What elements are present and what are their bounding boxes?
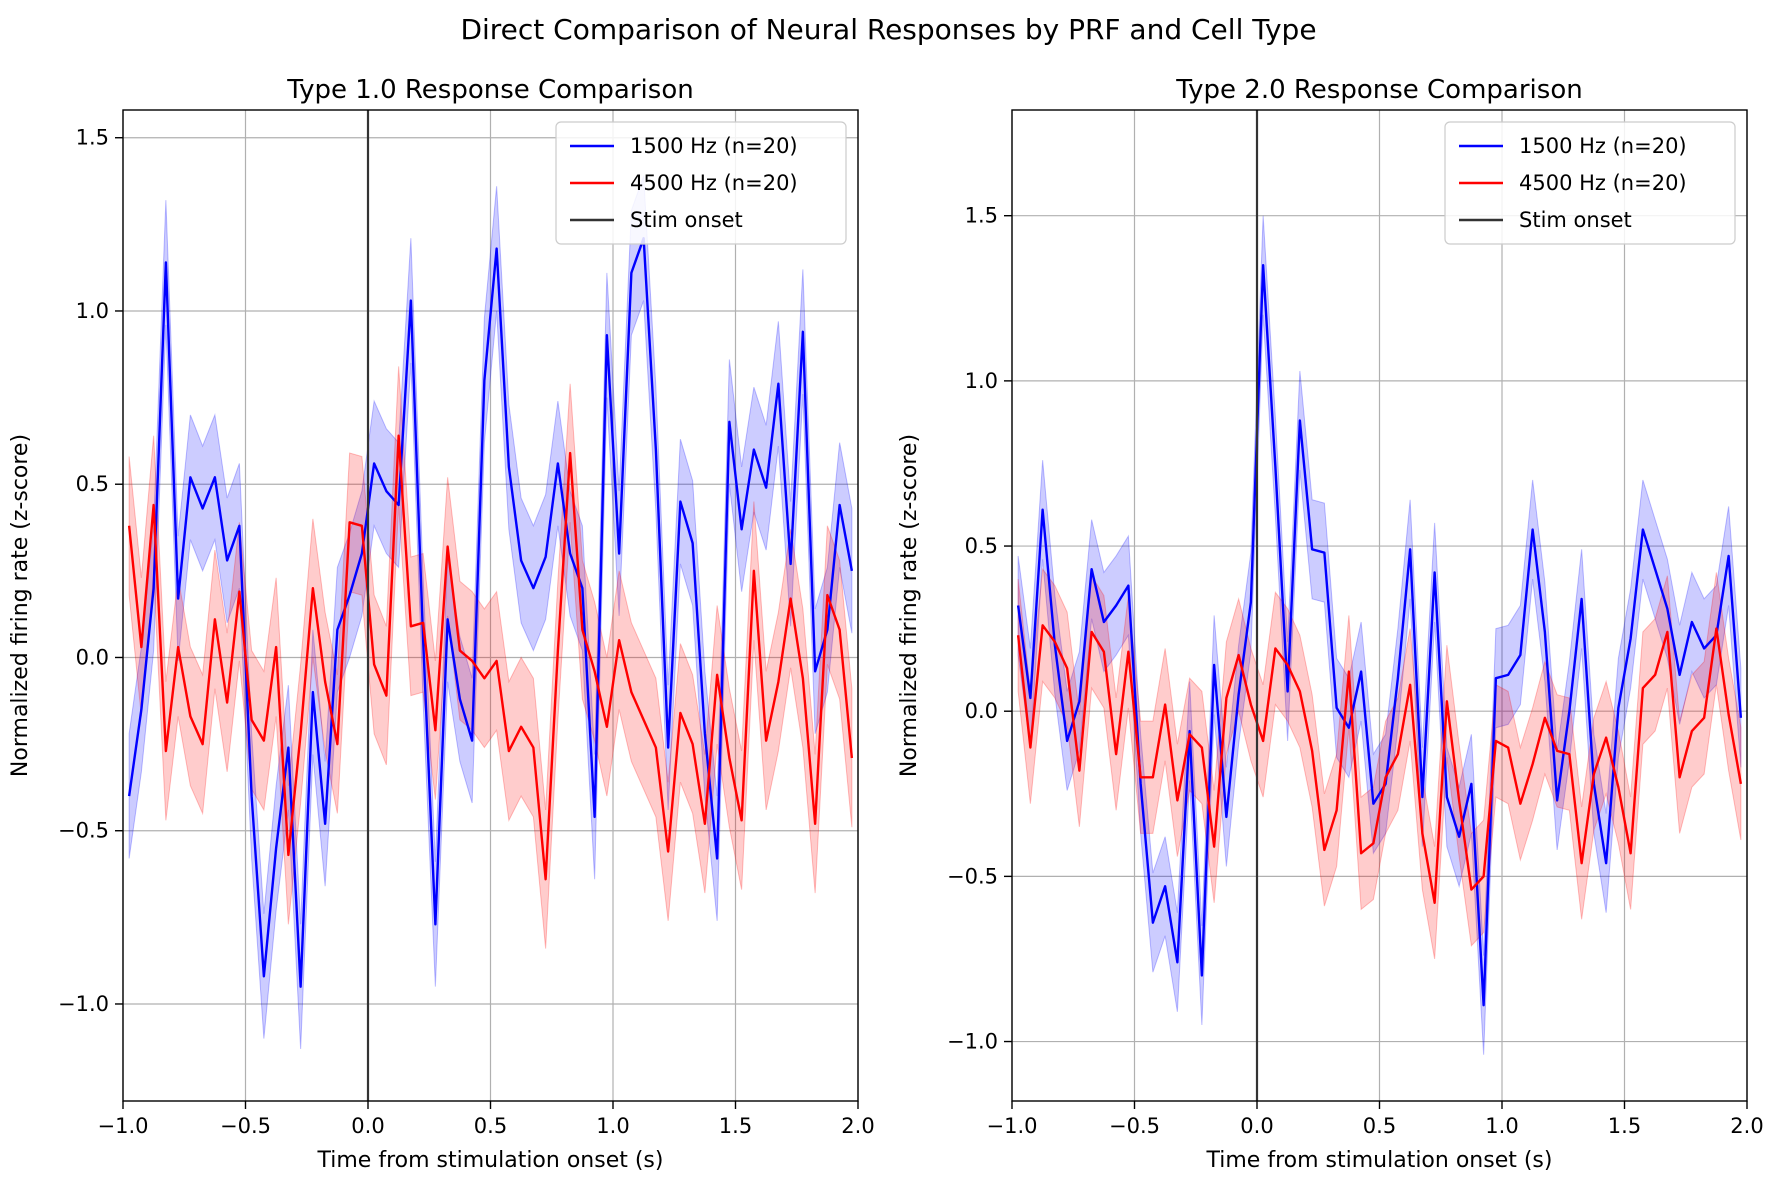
chart-panel-2: −1.0 −0.5 0.0 0.5 1.0 1.5 2.0 −1.0 −0.5 0.0 0.5 1.0… bbox=[897, 75, 1764, 1173]
x-axis-label: Time from stimulation onset (s) bbox=[1206, 1148, 1553, 1173]
x-axis-label: Time from stimulation onset (s) bbox=[317, 1148, 664, 1173]
legend-box bbox=[1444, 121, 1736, 245]
legend-label: Stim onset bbox=[1519, 208, 1632, 232]
y-tick-label: −1.0 bbox=[58, 992, 109, 1016]
y-tick-label: −0.5 bbox=[58, 819, 109, 843]
x-tick-label: −1.0 bbox=[987, 1114, 1038, 1138]
y-tick-label: 0.5 bbox=[76, 472, 109, 496]
legend: 1500 Hz (n=20) 4500 Hz (n=20) Stim onset bbox=[555, 121, 847, 245]
series-1-error-band bbox=[1017, 215, 1742, 1055]
panel-title: Type 2.0 Response Comparison bbox=[1175, 75, 1582, 105]
chart-panel-1: −1.0 −0.5 0.0 0.5 1.0 1.5 2.0 −1.0 −0.5 0.0 0.5 1.0… bbox=[8, 75, 875, 1173]
series-2-line bbox=[1016, 624, 1743, 904]
legend: 1500 Hz (n=20) 4500 Hz (n=20) Stim onset bbox=[1444, 121, 1736, 245]
x-tick-label: −0.5 bbox=[1109, 1114, 1160, 1138]
legend-label: 4500 Hz (n=20) bbox=[1519, 171, 1687, 195]
y-tick-label: 0.5 bbox=[965, 534, 998, 558]
y-tick-label: 1.5 bbox=[76, 126, 109, 150]
x-tick-label: 1.0 bbox=[596, 1114, 629, 1138]
series-2-line bbox=[127, 434, 854, 881]
x-tick-label: 0.0 bbox=[351, 1114, 384, 1138]
x-tick-label: 2.0 bbox=[841, 1114, 874, 1138]
panel-title: Type 1.0 Response Comparison bbox=[286, 75, 693, 105]
y-tick-label: 0.0 bbox=[76, 645, 109, 669]
y-tick-label: 1.5 bbox=[965, 204, 998, 228]
legend-label: 1500 Hz (n=20) bbox=[1519, 134, 1687, 158]
x-tick-label: 2.0 bbox=[1730, 1114, 1763, 1138]
y-axis-label: Normalized firing rate (z-score) bbox=[8, 434, 33, 777]
legend-label: 4500 Hz (n=20) bbox=[630, 171, 798, 195]
y-tick-label: −1.0 bbox=[947, 1030, 998, 1054]
x-tick-label: −0.5 bbox=[220, 1114, 271, 1138]
x-tick-label: 0.5 bbox=[474, 1114, 507, 1138]
x-tick-label: −1.0 bbox=[98, 1114, 149, 1138]
x-tick-label: 0.5 bbox=[1363, 1114, 1396, 1138]
x-tick-label: 1.5 bbox=[1608, 1114, 1641, 1138]
series-1-line bbox=[127, 237, 854, 988]
legend-box bbox=[555, 121, 847, 245]
x-tick-label: 1.0 bbox=[1485, 1114, 1518, 1138]
y-axis-label: Normalized firing rate (z-score) bbox=[897, 434, 922, 777]
y-tick-label: 1.0 bbox=[965, 369, 998, 393]
x-tick-label: 0.0 bbox=[1240, 1114, 1273, 1138]
y-tick-label: −0.5 bbox=[947, 864, 998, 888]
legend-label: Stim onset bbox=[630, 208, 743, 232]
y-tick-label: 0.0 bbox=[965, 699, 998, 723]
series-1-error-band bbox=[128, 175, 853, 1050]
series-2-error-band bbox=[1017, 567, 1742, 960]
x-tick-label: 1.5 bbox=[719, 1114, 752, 1138]
legend-label: 1500 Hz (n=20) bbox=[630, 134, 798, 158]
y-tick-label: 1.0 bbox=[76, 299, 109, 323]
series-2-error-band bbox=[128, 366, 853, 949]
figure-title: Direct Comparison of Neural Responses by… bbox=[460, 13, 1317, 46]
